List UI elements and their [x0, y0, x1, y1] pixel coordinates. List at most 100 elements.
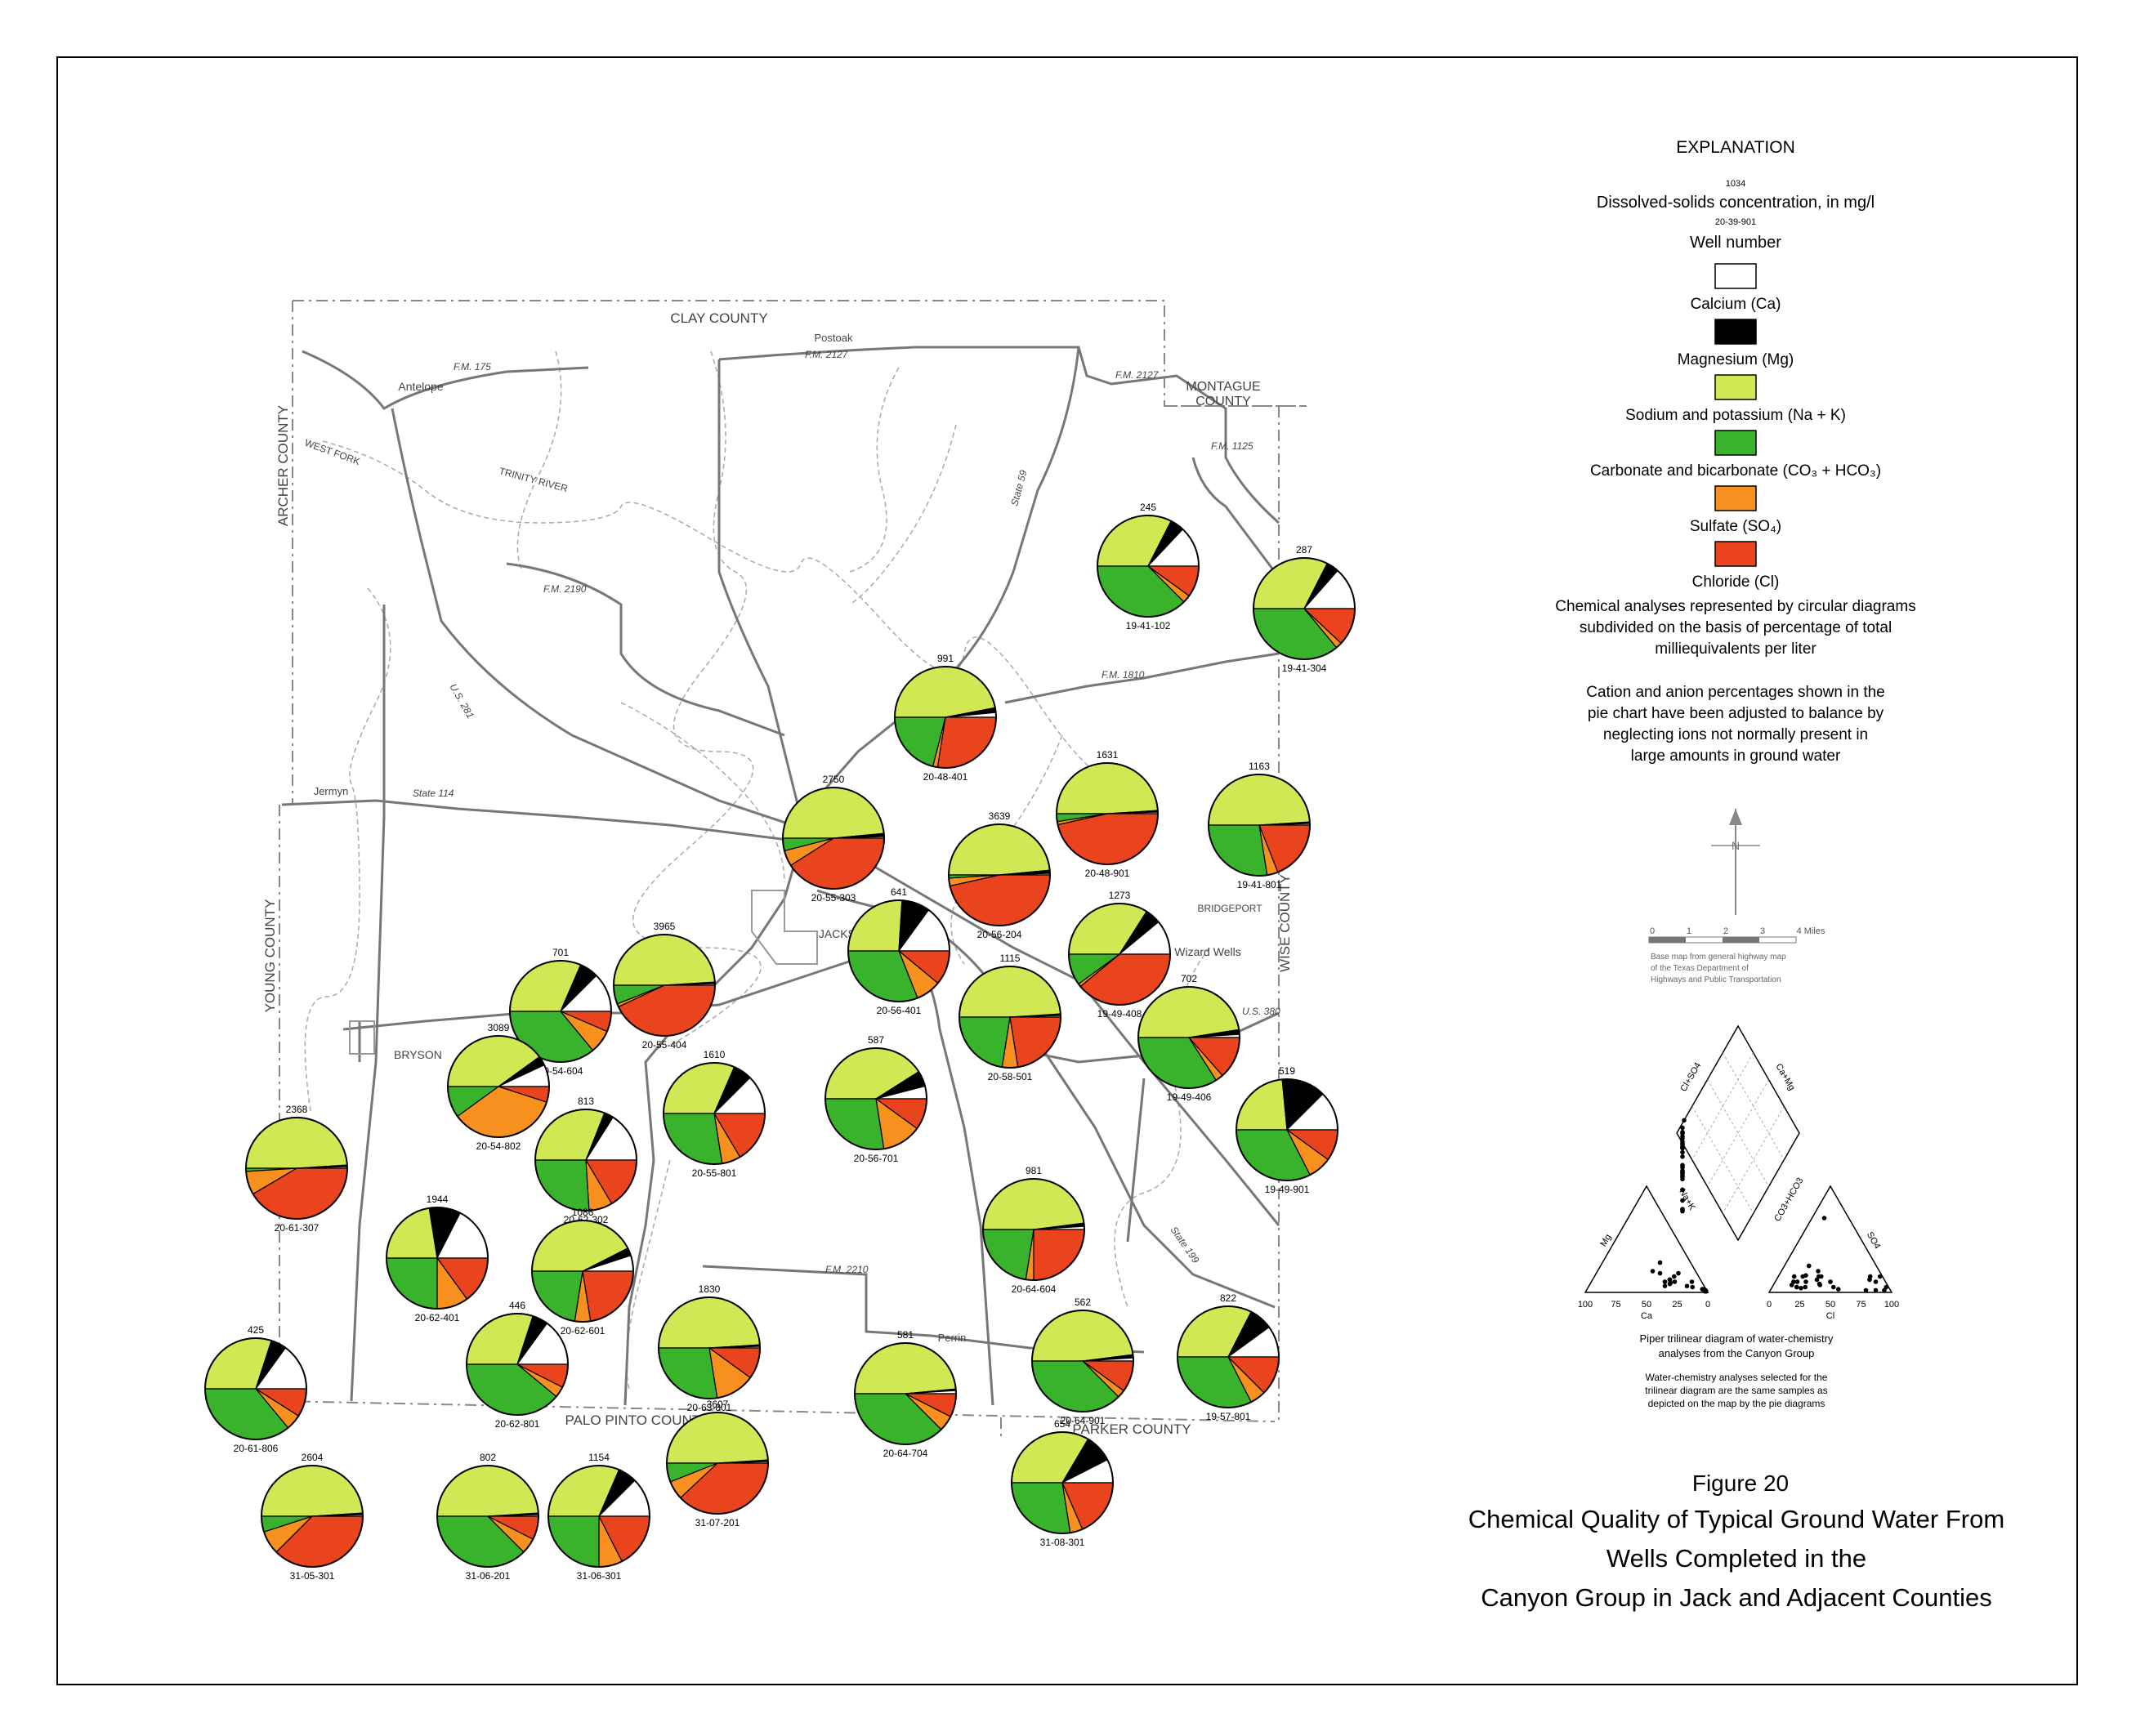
pie-slice-sodium_potassium: [386, 1207, 438, 1259]
pie-slice-carbonate_bicarbonate: [658, 1347, 718, 1399]
piper-ca-tick: 25: [1672, 1300, 1682, 1310]
piper-anion-point: [1873, 1279, 1879, 1284]
piper-diamond-point: [1680, 1208, 1685, 1214]
pie-slice-sodium_potassium: [658, 1296, 761, 1349]
well-tds-label: 1610: [704, 1049, 726, 1060]
piper-diamond: [1676, 1024, 1800, 1242]
pie-outline: [613, 934, 716, 1037]
west-fork-label: WEST FORK: [303, 437, 362, 467]
legend-label-magnesium: Magnesium (Mg): [1678, 351, 1794, 368]
scale-tick: 1: [1687, 926, 1691, 936]
legend-label-carbonate_bicarbonate: Carbonate and bicarbonate (CO₃ + HCO₃): [1590, 462, 1881, 480]
trinity-river-label: TRINITY RIVER: [498, 465, 569, 494]
pie-outline: [447, 1035, 550, 1138]
figure-title-line: Canyon Group in Jack and Adjacent Counti…: [1481, 1583, 1992, 1612]
pie-slice-carbonate_bicarbonate: [663, 1113, 723, 1165]
pie-slice-sodium_potassium: [1031, 1310, 1134, 1362]
piper-anion-point: [1791, 1274, 1797, 1279]
well-tds-label: 3639: [989, 810, 1011, 822]
piper-na-k-axis: Na+K: [1677, 1187, 1697, 1212]
piper-anion-point: [1863, 1287, 1869, 1293]
explanation-heading: EXPLANATION: [1676, 138, 1794, 157]
piper-anion-triangle: [1767, 1185, 1893, 1293]
bryson-label: BRYSON: [394, 1048, 442, 1061]
well-id-label: 20-56-701: [854, 1153, 899, 1164]
well-pie-20-61-307: 2368 20-61-307: [245, 1104, 348, 1234]
pie-outline: [547, 1465, 650, 1568]
well-tds-label: 813: [578, 1096, 594, 1107]
well-number-label: Well number: [1690, 234, 1781, 252]
piper-cation-point: [1689, 1279, 1695, 1284]
piper-diamond-point: [1680, 1125, 1685, 1131]
well-tds-label: 446: [509, 1300, 525, 1311]
well-tds-label: 702: [1181, 973, 1197, 984]
piper-cl-so4-axis: Cl+SO4: [1678, 1061, 1703, 1094]
pie-slice-chloride: [582, 1270, 634, 1322]
well-tds-label: 519: [1279, 1065, 1295, 1077]
piper-cation-point: [1676, 1270, 1681, 1276]
well-id-label: 19-49-408: [1097, 1008, 1142, 1020]
pie-slice-sodium_potassium: [782, 787, 885, 839]
sample-tds-value: 1034: [1726, 179, 1745, 189]
well-id-label: 19-41-304: [1282, 663, 1327, 674]
scale-tick: 4 Miles: [1797, 926, 1825, 936]
pie-outline: [261, 1465, 364, 1568]
well-id-label: 31-07-201: [695, 1517, 740, 1528]
piper-cation-point: [1672, 1279, 1678, 1284]
pie-slice-carbonate_bicarbonate: [1208, 824, 1268, 877]
well-pie-20-61-806: 425 20-61-806: [204, 1324, 307, 1454]
pie-slice-sodium_potassium: [854, 1342, 957, 1395]
note2-line: large amounts in ground water: [1631, 748, 1841, 765]
piper-so4-axis: SO4: [1865, 1230, 1882, 1251]
piper-ca-mg-axis: Ca+Mg: [1773, 1062, 1796, 1092]
well-pie-20-64-901: 562 20-64-901: [1031, 1296, 1134, 1426]
piper-cation-triangle: [1584, 1185, 1709, 1293]
pie-slice-sodium_potassium: [1056, 762, 1159, 814]
piper-diamond-point: [1680, 1171, 1685, 1176]
pie-outline: [1236, 1078, 1338, 1181]
pie-outline: [466, 1313, 569, 1416]
jermyn-label: Jermyn: [314, 785, 349, 797]
well-id-label: 19-41-102: [1126, 620, 1171, 631]
piper-anion-point: [1816, 1281, 1822, 1287]
young-county-label: YOUNG COUNTY: [262, 899, 278, 1013]
state59-label: State 59: [1008, 469, 1029, 507]
legend-swatch-carbonate_bicarbonate: [1714, 430, 1757, 456]
well-id-label: 20-56-401: [877, 1005, 922, 1016]
piper-anion-point: [1794, 1284, 1799, 1290]
well-pie-19-49-406: 702 19-49-406: [1137, 973, 1240, 1103]
piper-anion-point: [1830, 1284, 1836, 1290]
well-pie-20-62-401: 1944 20-62-401: [386, 1194, 489, 1323]
note1-line: milliequivalents per liter: [1655, 640, 1816, 658]
piper-anion-point: [1803, 1284, 1808, 1290]
well-id-label: 19-49-901: [1265, 1184, 1310, 1195]
pie-outline: [1137, 986, 1240, 1089]
piper-caption-line: analyses from the Canyon Group: [1659, 1347, 1815, 1359]
piper-note-line: depicted on the map by the pie diagrams: [1648, 1398, 1825, 1409]
well-id-label: 20-55-303: [811, 892, 856, 904]
pie-slice-carbonate_bicarbonate: [824, 1098, 885, 1150]
well-id-label: 19-41-801: [1237, 879, 1282, 890]
well-id-label: 20-56-204: [977, 929, 1022, 940]
piper-anion-point: [1884, 1284, 1889, 1290]
piper-anion-point: [1873, 1287, 1879, 1293]
piper-anion-point: [1818, 1274, 1824, 1279]
piper-diamond-point: [1680, 1174, 1685, 1180]
piper-note-line: Water-chemistry analyses selected for th…: [1646, 1372, 1828, 1383]
well-tds-label: 3089: [488, 1022, 510, 1033]
piper-note-line: trilinear diagram are the same samples a…: [1645, 1385, 1827, 1396]
well-tds-label: 1273: [1109, 890, 1131, 901]
legend-label-sulfate: Sulfate (SO₄): [1690, 518, 1781, 535]
well-pie-20-58-501: 1115 20-58-501: [959, 953, 1061, 1082]
piper-anion-point: [1867, 1274, 1873, 1279]
fm2210-label: F.M. 2210: [825, 1264, 869, 1275]
well-pie-31-06-201: 802 31-06-201: [436, 1452, 539, 1582]
jacksboro-outline: [751, 890, 818, 965]
fm2127-east-label: F.M. 2127: [1115, 369, 1160, 381]
pie-outline: [1068, 903, 1171, 1006]
well-pie-31-05-301: 2604 31-05-301: [261, 1452, 364, 1582]
montague-county-label-line1: MONTAGUE: [1186, 380, 1260, 394]
well-id-label: 31-06-201: [466, 1570, 511, 1582]
well-pie-20-63-801: 1830 20-63-801: [658, 1283, 761, 1413]
pie-outline: [658, 1296, 761, 1399]
